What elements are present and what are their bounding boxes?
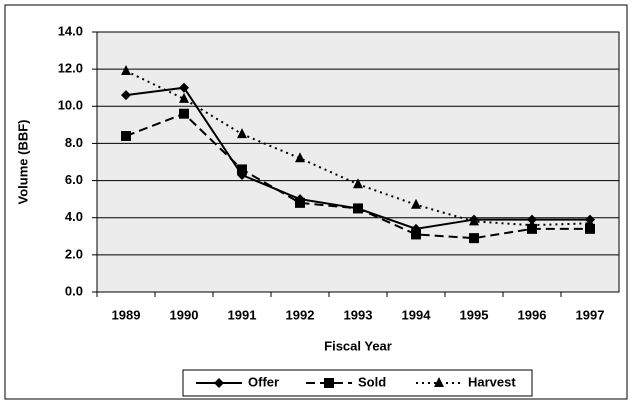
marker <box>121 90 131 101</box>
x-tick-label: 1994 <box>402 307 432 322</box>
x-tick-label: 1997 <box>576 307 605 322</box>
x-axis-title: Fiscal Year <box>324 338 392 353</box>
marker <box>179 82 189 93</box>
marker <box>295 197 305 208</box>
marker <box>121 65 131 75</box>
marker <box>469 233 479 244</box>
y-tick-label: 12.0 <box>58 61 83 76</box>
x-tick-label: 1990 <box>170 307 199 322</box>
y-axis-title: Volume (BBF) <box>15 120 30 205</box>
marker <box>121 131 131 141</box>
y-tick-label: 2.0 <box>65 246 83 261</box>
y-tick-label: 8.0 <box>65 135 83 150</box>
x-tick-label: 1996 <box>518 307 547 322</box>
marker <box>411 229 421 240</box>
marker <box>295 152 305 163</box>
marker <box>179 108 189 119</box>
marker <box>469 215 479 226</box>
marker <box>527 219 537 230</box>
legend-label: Sold <box>358 374 386 389</box>
y-tick-label: 14.0 <box>58 23 83 38</box>
legend-label: Offer <box>248 374 279 389</box>
y-tick-label: 6.0 <box>65 172 83 187</box>
marker <box>214 378 224 388</box>
y-tick-label: 4.0 <box>65 209 83 224</box>
marker <box>179 92 189 103</box>
legend-label: Harvest <box>468 374 516 389</box>
marker <box>434 377 444 387</box>
y-tick-label: 10.0 <box>58 98 83 113</box>
marker <box>585 217 595 228</box>
marker <box>353 178 363 189</box>
marker <box>411 198 421 209</box>
x-tick-label: 1989 <box>112 307 141 322</box>
x-tick-label: 1992 <box>286 307 315 322</box>
y-tick-label: 0.0 <box>65 283 83 298</box>
marker <box>237 164 247 175</box>
plot-area <box>96 31 620 293</box>
x-tick-label: 1995 <box>460 307 489 322</box>
marker <box>324 378 334 388</box>
marker <box>237 128 247 139</box>
x-tick-label: 1991 <box>228 307 257 322</box>
marker <box>353 203 363 214</box>
x-tick-label: 1993 <box>344 307 373 322</box>
